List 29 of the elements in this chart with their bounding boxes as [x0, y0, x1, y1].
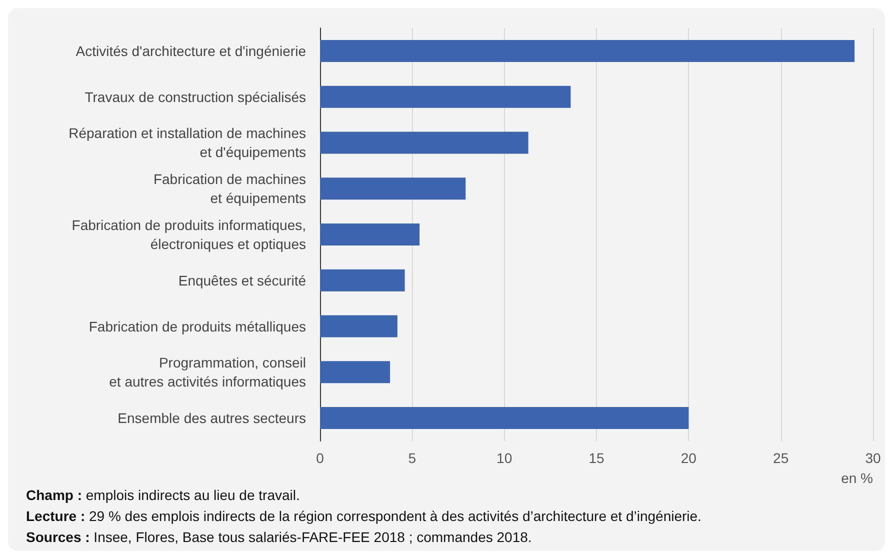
x-tick-label: 30	[865, 450, 881, 466]
bar	[320, 86, 571, 108]
x-tick-label: 5	[408, 450, 416, 466]
y-tick-label: Fabrication de produits informatiques, électroniques et optiques	[72, 217, 306, 252]
y-tick-label: Activités d'architecture et d'ingénierie	[76, 42, 306, 59]
source-note: Sources : Insee, Flores, Base tous salariés-FARE-FEE 2018 ; commandes 2018.	[26, 529, 532, 545]
text: Lecture : 29 % des emplois indirects de la région correspondent à des activités d’architecture et d’ingénierie.	[26, 508, 702, 524]
x-tick-label: 20	[680, 450, 697, 466]
y-tick-label: Travaux de construction spécialisés	[84, 88, 306, 105]
bar	[320, 269, 405, 292]
x-tick-label: 0	[316, 450, 324, 466]
y-tick-label: Fabrication de machines et équipements	[153, 171, 306, 206]
x-tick-label: 15	[588, 450, 604, 466]
bar	[320, 224, 420, 246]
x-tick-label: 10	[496, 450, 512, 466]
x-axis-title: en %	[841, 470, 873, 486]
x-tick-label: 25	[773, 450, 789, 466]
bar	[320, 178, 466, 200]
y-tick-label: Programmation, conseil et autres activités informatiques	[109, 354, 306, 390]
y-tick-label: Réparation et installation de machines et d'équipements	[68, 125, 306, 160]
bar	[320, 361, 390, 384]
bar	[320, 407, 689, 430]
y-tick-label: Fabrication de produits métalliques	[88, 318, 306, 334]
y-tick-label: Ensemble des autres secteurs	[118, 410, 306, 426]
bar	[320, 40, 855, 62]
text: Champ : emplois indirects au lieu de travail.	[26, 487, 300, 503]
bar	[320, 315, 398, 338]
y-tick-label: Enquêtes et sécurité	[178, 272, 306, 288]
bar	[320, 132, 528, 154]
